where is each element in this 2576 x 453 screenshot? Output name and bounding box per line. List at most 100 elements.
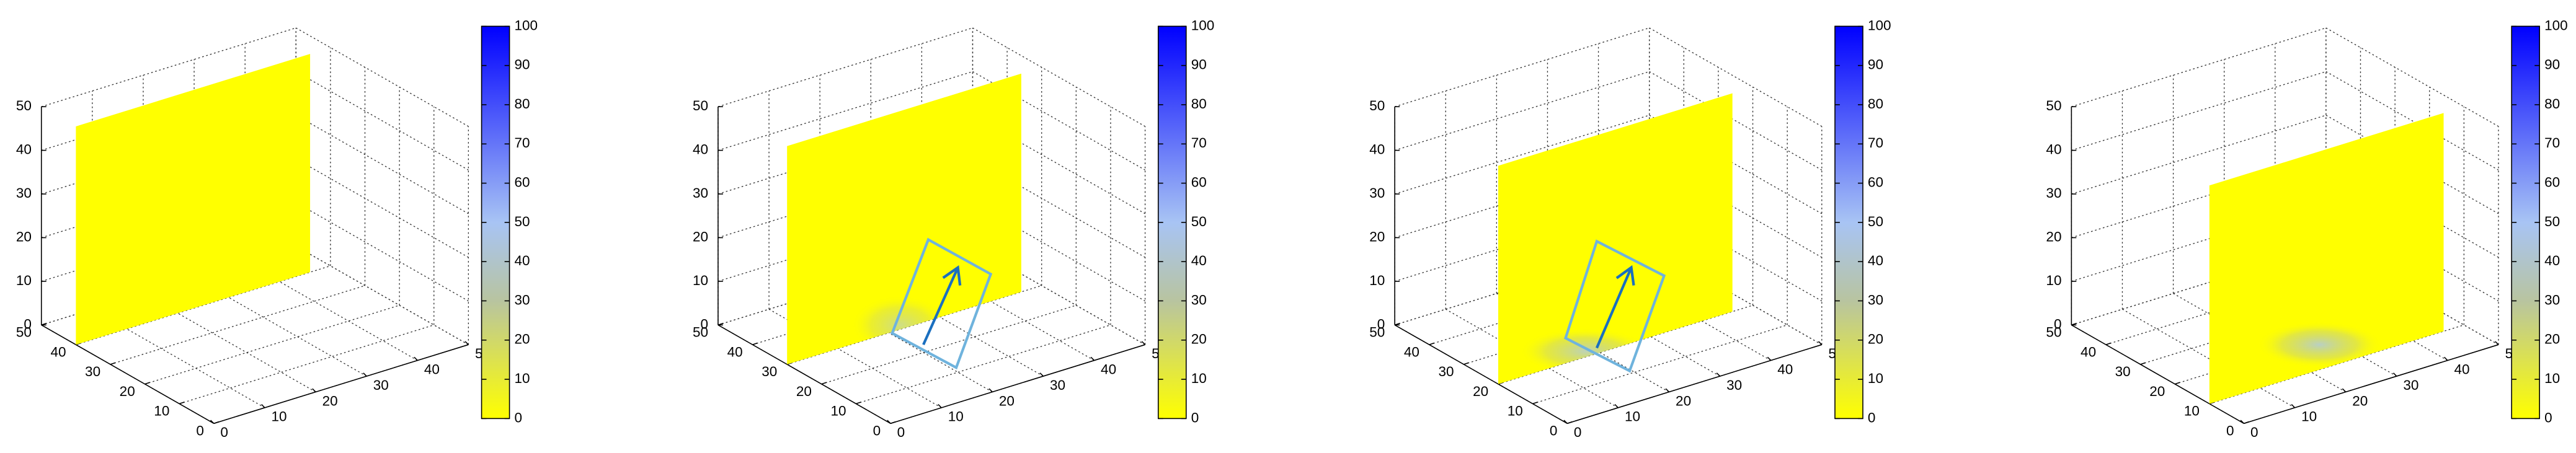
- colorbar-tick-label: 40: [515, 253, 530, 268]
- grid-line: [2071, 115, 2327, 195]
- grid-line: [2325, 27, 2499, 127]
- x-axis: [213, 344, 469, 424]
- grid-line: [786, 285, 1042, 365]
- x-tick: [1614, 404, 1619, 408]
- grid-line: [821, 304, 1077, 385]
- colorbar-tick-label: 30: [1191, 292, 1207, 307]
- z-tick-label: 10: [1369, 273, 1385, 288]
- colorbar-tick-label: 70: [1868, 135, 1883, 151]
- field-highlight: [2257, 322, 2382, 368]
- colorbar-tick-label: 10: [2544, 371, 2560, 386]
- colorbar-tick-label: 50: [515, 214, 530, 229]
- x-axis: [2244, 344, 2499, 424]
- x-tick: [1141, 341, 1146, 345]
- x-axis: [890, 344, 1145, 424]
- grid-line: [144, 304, 400, 385]
- x-tick: [2240, 420, 2245, 424]
- x-tick-label: 30: [1726, 377, 1742, 393]
- x-tick: [2444, 356, 2448, 361]
- z-tick-label: 40: [693, 142, 708, 157]
- y-axis: [1394, 324, 1568, 424]
- x-tick: [1039, 372, 1044, 377]
- grid-line: [2071, 27, 2327, 107]
- x-tick-label: 40: [424, 361, 440, 377]
- y-tick-label: 20: [796, 384, 812, 399]
- x-tick-label: 30: [373, 377, 389, 393]
- colorbar-tick-label: 20: [515, 332, 530, 347]
- colorbar-tick-label: 70: [1191, 135, 1207, 151]
- x-tick: [988, 388, 993, 393]
- z-tick-label: 50: [2046, 98, 2061, 113]
- x-tick: [363, 372, 367, 377]
- z-tick-label: 10: [693, 273, 708, 288]
- x-tick-label: 10: [272, 409, 287, 424]
- colorbar-tick-label: 90: [1191, 57, 1207, 73]
- grid-line: [295, 27, 469, 127]
- colorbar-tick-label: 40: [1868, 253, 1883, 268]
- colorbar-tick-label: 0: [1191, 410, 1199, 425]
- y-tick-label: 10: [1508, 403, 1523, 419]
- y-tick: [890, 421, 896, 424]
- x-tick-label: 40: [1777, 361, 1793, 377]
- y-tick-label: 30: [2115, 364, 2131, 379]
- y-tick-label: 0: [196, 423, 204, 439]
- y-tick-label: 40: [1404, 344, 1419, 359]
- y-tick: [1532, 402, 1538, 405]
- x-tick-label: 20: [322, 393, 338, 408]
- colorbar-tick-label: 90: [2544, 57, 2560, 73]
- colorbar-tick-label: 100: [2544, 17, 2568, 33]
- x-tick-label: 0: [897, 424, 905, 440]
- y-tick-label: 50: [693, 325, 708, 340]
- y-tick-label: 30: [1438, 364, 1454, 379]
- x-tick-label: 30: [1050, 377, 1065, 393]
- x-tick: [2342, 388, 2347, 393]
- colorbar-tick-label: 80: [2544, 96, 2560, 112]
- y-tick: [1429, 342, 1434, 345]
- colorbar-tick-label: 20: [2544, 332, 2560, 347]
- y-tick: [752, 342, 758, 345]
- z-tick-label: 20: [693, 229, 708, 244]
- grid-line: [2071, 71, 2327, 151]
- slice-plane: [2209, 113, 2444, 404]
- x-tick-label: 10: [2301, 409, 2317, 424]
- colorbar-tick-label: 90: [515, 57, 530, 73]
- y-tick-label: 30: [762, 364, 777, 379]
- colorbar-tick-label: 30: [2544, 292, 2560, 307]
- x-axis: [1567, 344, 1823, 424]
- x-tick-label: 20: [999, 393, 1015, 408]
- colorbar-tick-label: 80: [515, 96, 530, 112]
- x-tick-label: 20: [2352, 393, 2368, 408]
- z-tick-label: 40: [2046, 142, 2061, 157]
- x-tick: [261, 404, 265, 408]
- y-tick: [1394, 323, 1400, 326]
- colorbar-tick-label: 90: [1868, 57, 1883, 73]
- y-tick-label: 40: [727, 344, 743, 359]
- y-tick: [179, 402, 185, 405]
- x-tick: [464, 341, 469, 345]
- colorbar-tick-label: 60: [515, 175, 530, 190]
- y-tick: [2105, 342, 2112, 345]
- grid-line: [1532, 324, 1788, 405]
- grid-line: [295, 115, 469, 214]
- z-tick-label: 10: [16, 273, 32, 288]
- x-tick: [938, 404, 942, 408]
- x-tick: [1665, 388, 1670, 393]
- z-tick-label: 50: [693, 98, 708, 113]
- y-tick-label: 50: [2046, 325, 2061, 340]
- x-tick-label: 10: [1625, 409, 1640, 424]
- y-tick-label: 40: [2081, 344, 2096, 359]
- grid-line: [856, 324, 1111, 405]
- slice-plane: [1498, 93, 1733, 384]
- grid-line: [972, 27, 1145, 127]
- grid-line: [1394, 115, 1650, 195]
- grid-line: [1649, 27, 1823, 127]
- z-tick-label: 30: [693, 185, 708, 201]
- y-tick: [1567, 421, 1573, 424]
- x-tick-label: 20: [1676, 393, 1691, 408]
- y-tick-label: 0: [2226, 423, 2234, 439]
- colorbar-tick-label: 40: [1191, 253, 1207, 268]
- colorbar-tick-label: 70: [2544, 135, 2560, 151]
- x-tick: [1767, 356, 1772, 361]
- x-tick: [1818, 341, 1823, 345]
